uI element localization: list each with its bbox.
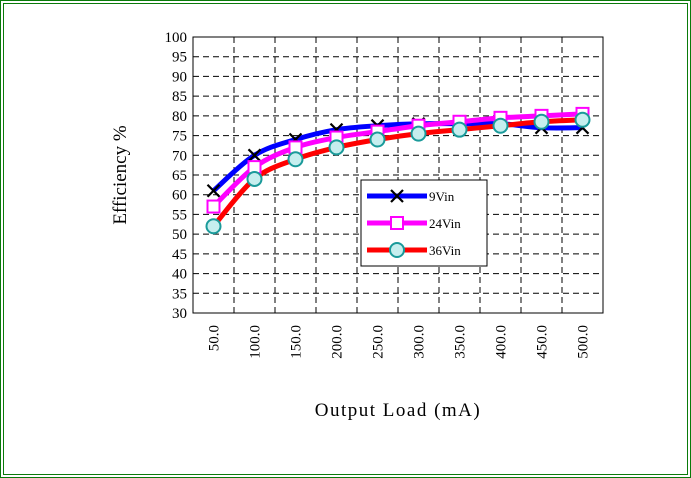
- data-point-36Vin: [246, 170, 263, 187]
- y-tick-label: 80: [172, 109, 187, 125]
- legend-item: 36Vin: [367, 242, 461, 258]
- data-point-36Vin: [574, 111, 591, 128]
- y-tick-label: 35: [172, 286, 187, 302]
- legend-marker: [390, 189, 404, 203]
- data-point-36Vin: [533, 113, 550, 130]
- x-tick-label: 400.0: [494, 325, 510, 359]
- y-tick-label: 70: [172, 148, 187, 164]
- y-tick-label: 55: [172, 207, 187, 223]
- data-point-24Vin: [206, 199, 221, 214]
- legend: 9Vin 24Vin 36Vin: [360, 179, 488, 267]
- x-tick-label: 350.0: [453, 325, 469, 359]
- x-axis-title: Output Load (mA): [315, 400, 481, 421]
- legend-label: 24Vin: [429, 216, 461, 231]
- x-tick-label: 100.0: [248, 325, 264, 359]
- x-tick-label: 500.0: [576, 325, 592, 359]
- legend-marker: [390, 216, 404, 230]
- tick-labels: 30 35 40 45 50 55 60 65 70 75 80 85 90 95 100 50.0 100.0…: [165, 30, 592, 359]
- y-tick-label: 75: [172, 129, 187, 145]
- y-tick-label: 65: [172, 168, 187, 184]
- data-point-9Vin: [206, 183, 221, 198]
- data-point-36Vin: [492, 117, 509, 134]
- legend-label: 36Vin: [429, 243, 461, 258]
- legend-item: 24Vin: [367, 216, 461, 231]
- y-tick-label: 30: [172, 306, 187, 322]
- series-line-24Vin: [211, 111, 583, 209]
- x-tick-label: 300.0: [412, 325, 428, 359]
- data-point-36Vin: [287, 151, 304, 168]
- legend-label: 9Vin: [429, 189, 455, 204]
- y-tick-label: 45: [172, 247, 187, 263]
- legend-item: 9Vin: [367, 189, 455, 204]
- data-point-36Vin: [410, 125, 427, 142]
- grid: [192, 36, 604, 314]
- x-tick-label: 450.0: [535, 325, 551, 359]
- x-tick-label: 250.0: [371, 325, 387, 359]
- data-point-36Vin: [205, 218, 222, 235]
- y-tick-label: 85: [172, 89, 187, 105]
- y-axis-title: Efficiency %: [110, 125, 131, 225]
- y-tick-label: 100: [165, 30, 188, 46]
- x-tick-label: 150.0: [289, 325, 305, 359]
- x-tick-label: 200.0: [330, 325, 346, 359]
- data-point-36Vin: [369, 131, 386, 148]
- plot-area: [192, 36, 604, 314]
- data-point-36Vin: [328, 139, 345, 156]
- y-tick-label: 40: [172, 267, 187, 283]
- data-point-36Vin: [451, 121, 468, 138]
- y-tick-label: 90: [172, 69, 187, 85]
- y-tick-label: 60: [172, 188, 187, 204]
- y-tick-label: 50: [172, 227, 187, 243]
- series-lines: [205, 106, 591, 235]
- data-point-9Vin: [247, 148, 262, 163]
- x-tick-label: 50.0: [207, 325, 223, 351]
- series-line-36Vin: [211, 117, 583, 228]
- y-tick-label: 95: [172, 50, 187, 66]
- legend-marker: [389, 242, 405, 258]
